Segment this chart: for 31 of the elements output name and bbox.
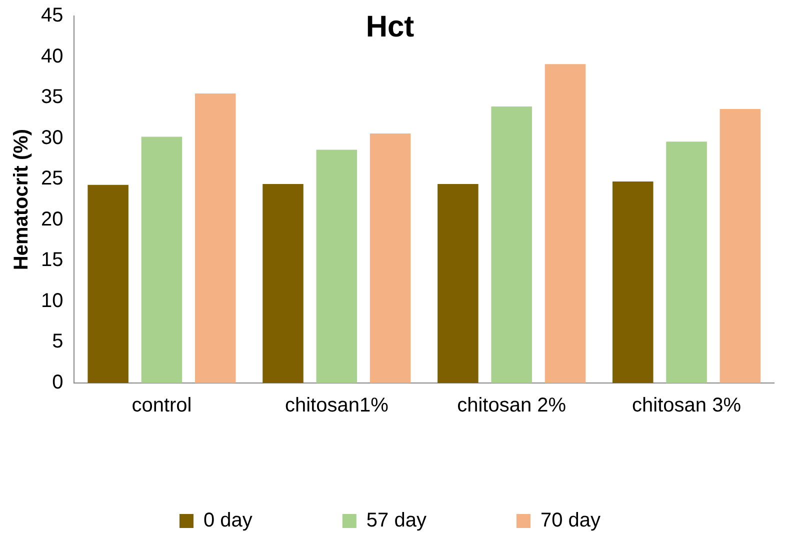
bar <box>88 184 128 383</box>
y-tick-label: 20 <box>40 208 64 230</box>
legend-label: 70 day <box>540 510 601 532</box>
y-tick-label: 5 <box>52 330 64 353</box>
bar <box>666 142 707 383</box>
y-tick-label: 15 <box>40 249 64 272</box>
bar <box>141 136 182 383</box>
bar <box>491 106 532 383</box>
bar <box>612 182 654 383</box>
bar <box>262 184 304 383</box>
legend-label: 0 day <box>203 510 252 532</box>
chart-title: Hct <box>366 10 414 44</box>
y-tick-label: 45 <box>40 4 64 27</box>
x-tick-label: chitosan 3% <box>632 394 742 417</box>
y-tick-label: 0 <box>52 372 64 394</box>
y-tick-label: 30 <box>40 126 64 149</box>
y-tick-label: 25 <box>40 168 64 190</box>
bar <box>194 93 236 383</box>
bar <box>720 108 761 383</box>
y-tick-label: 35 <box>40 86 64 108</box>
bar <box>370 133 411 383</box>
legend-label: 57 day <box>366 510 426 532</box>
y-axis-title: Hematocrit (%) <box>10 128 33 270</box>
x-tick-label: chitosan 2% <box>457 394 566 417</box>
y-tick-label: 40 <box>40 45 64 68</box>
x-tick-label: control <box>132 394 192 417</box>
bar <box>316 150 358 383</box>
bar <box>544 64 586 383</box>
x-tick-label: chitosan1% <box>284 394 389 417</box>
y-tick-label: 10 <box>40 290 64 312</box>
bar <box>438 184 478 383</box>
